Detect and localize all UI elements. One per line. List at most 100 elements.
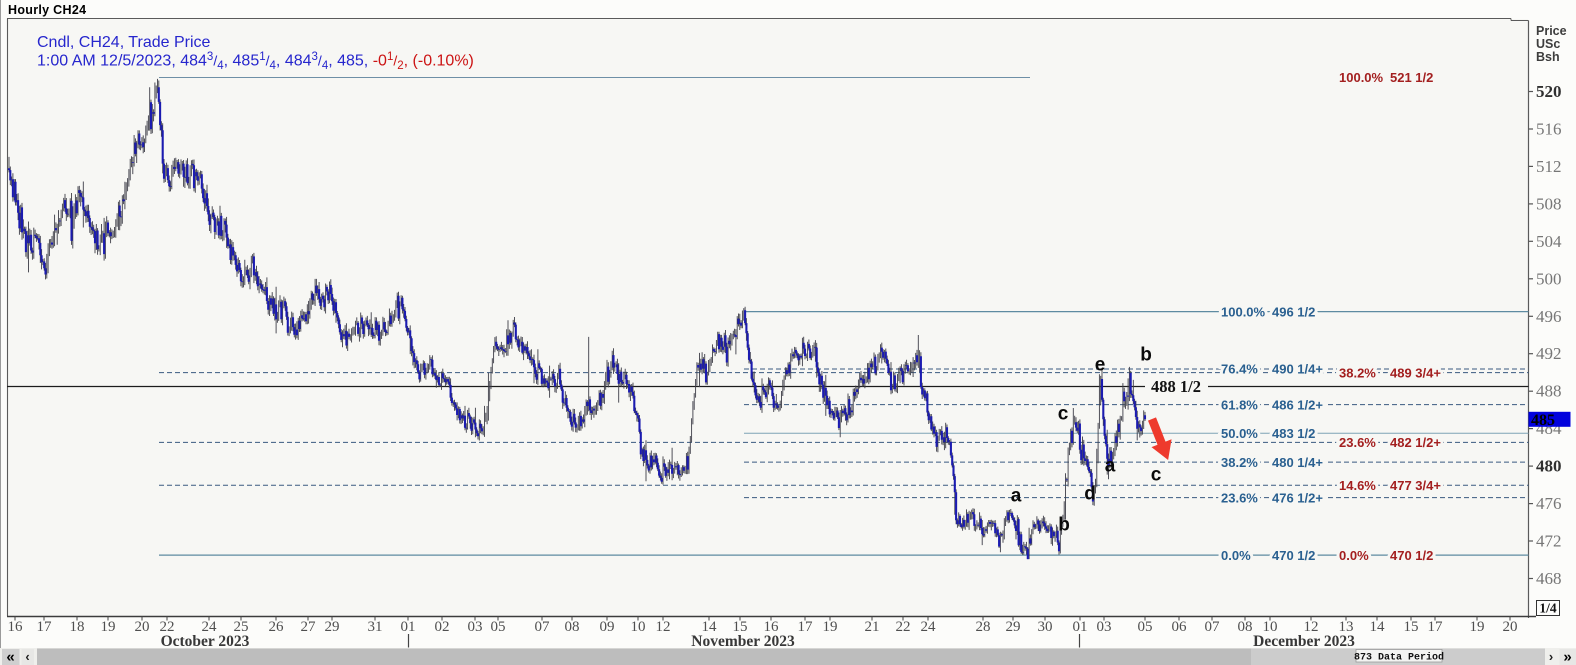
svg-text:512: 512	[1536, 157, 1562, 176]
svg-text:›: ›	[1549, 649, 1553, 664]
svg-text:07: 07	[1205, 619, 1221, 635]
svg-text:b: b	[1058, 515, 1070, 536]
svg-text:25: 25	[234, 619, 249, 635]
svg-text:17: 17	[37, 619, 53, 635]
svg-text:480 1/4+: 480 1/4+	[1272, 455, 1323, 470]
svg-text:500: 500	[1536, 269, 1562, 288]
svg-text:Hourly CH24: Hourly CH24	[8, 3, 86, 17]
svg-text:496: 496	[1536, 307, 1562, 326]
svg-text:470 1/2: 470 1/2	[1272, 548, 1315, 563]
svg-text:483 1/2: 483 1/2	[1272, 426, 1315, 441]
svg-text:486 1/2+: 486 1/2+	[1272, 397, 1323, 412]
svg-text:16: 16	[764, 619, 780, 635]
svg-text:05: 05	[1138, 619, 1153, 635]
svg-text:76.4%: 76.4%	[1221, 362, 1258, 377]
svg-text:d: d	[1084, 484, 1096, 505]
svg-text:0.0%: 0.0%	[1339, 548, 1369, 563]
svg-text:17: 17	[1428, 619, 1444, 635]
svg-text:520: 520	[1536, 82, 1562, 101]
svg-text:»: »	[1563, 649, 1571, 665]
svg-text:1:00 AM 12/5/2023, 4843/4​, 48: 1:00 AM 12/5/2023, 4843/4​, 4851/4​, 484…	[37, 51, 474, 72]
svg-text:16: 16	[8, 619, 24, 635]
svg-text:09: 09	[600, 619, 615, 635]
svg-text:October 2023: October 2023	[161, 633, 250, 650]
svg-text:20: 20	[135, 619, 150, 635]
svg-text:Cndl, CH24, Trade Price: Cndl, CH24, Trade Price	[37, 34, 211, 51]
svg-text:a: a	[1011, 486, 1022, 507]
svg-text:26: 26	[269, 619, 285, 635]
svg-text:07: 07	[535, 619, 551, 635]
svg-text:490 1/4+: 490 1/4+	[1272, 362, 1323, 377]
svg-text:«: «	[6, 649, 14, 665]
svg-text:28: 28	[976, 619, 991, 635]
svg-text:61.8%: 61.8%	[1221, 397, 1258, 412]
svg-text:38.2%: 38.2%	[1221, 455, 1258, 470]
svg-text:14: 14	[1370, 619, 1386, 635]
svg-text:24: 24	[202, 619, 218, 635]
svg-text:489 3/4+: 489 3/4+	[1390, 365, 1441, 380]
svg-text:480: 480	[1536, 457, 1562, 476]
svg-text:23.6%: 23.6%	[1339, 435, 1376, 450]
svg-text:06: 06	[1172, 619, 1188, 635]
svg-text:873 Data Period: 873 Data Period	[1354, 652, 1444, 664]
svg-text:01: 01	[1073, 619, 1088, 635]
svg-text:Price: Price	[1536, 24, 1567, 38]
svg-text:02: 02	[435, 619, 450, 635]
svg-text:15: 15	[733, 619, 748, 635]
svg-text:485: 485	[1531, 412, 1555, 429]
svg-text:24: 24	[921, 619, 937, 635]
svg-text:0.0%: 0.0%	[1221, 548, 1251, 563]
svg-text:19: 19	[823, 619, 838, 635]
svg-text:100.0%: 100.0%	[1221, 304, 1266, 319]
svg-text:15: 15	[1404, 619, 1419, 635]
svg-text:03: 03	[1097, 619, 1112, 635]
svg-text:14.6%: 14.6%	[1339, 478, 1376, 493]
svg-text:05: 05	[491, 619, 506, 635]
svg-text:20: 20	[1503, 619, 1518, 635]
svg-text:08: 08	[565, 619, 580, 635]
svg-text:508: 508	[1536, 194, 1562, 213]
svg-text:488: 488	[1536, 382, 1562, 401]
svg-text:10: 10	[631, 619, 646, 635]
svg-text:1/4: 1/4	[1539, 601, 1557, 616]
svg-text:521 1/2: 521 1/2	[1390, 70, 1433, 85]
svg-text:22: 22	[160, 619, 175, 635]
svg-text:27: 27	[301, 619, 317, 635]
svg-text:December 2023: December 2023	[1253, 633, 1355, 650]
svg-text:01: 01	[401, 619, 416, 635]
svg-text:10: 10	[1263, 619, 1278, 635]
svg-text:504: 504	[1536, 232, 1562, 251]
svg-text:30: 30	[1038, 619, 1053, 635]
svg-text:12: 12	[1304, 619, 1319, 635]
svg-text:29: 29	[1006, 619, 1021, 635]
svg-text:38.2%: 38.2%	[1339, 365, 1376, 380]
svg-text:477 3/4+: 477 3/4+	[1390, 478, 1441, 493]
svg-text:50.0%: 50.0%	[1221, 426, 1258, 441]
svg-text:516: 516	[1536, 120, 1562, 139]
svg-text:19: 19	[1470, 619, 1485, 635]
svg-text:e: e	[1095, 355, 1106, 376]
svg-text:492: 492	[1536, 344, 1562, 363]
svg-text:c: c	[1151, 465, 1162, 486]
svg-text:482 1/2+: 482 1/2+	[1390, 435, 1441, 450]
svg-text:03: 03	[468, 619, 483, 635]
svg-text:November 2023: November 2023	[691, 633, 795, 650]
svg-text:14: 14	[702, 619, 718, 635]
svg-text:476: 476	[1536, 494, 1562, 513]
svg-text:470 1/2: 470 1/2	[1390, 548, 1433, 563]
svg-text:b: b	[1140, 345, 1152, 366]
svg-text:21: 21	[865, 619, 880, 635]
svg-text:23.6%: 23.6%	[1221, 490, 1258, 505]
svg-text:100.0%: 100.0%	[1339, 70, 1384, 85]
svg-text:472: 472	[1536, 532, 1562, 551]
svg-text:c: c	[1058, 404, 1069, 425]
svg-text:08: 08	[1238, 619, 1253, 635]
svg-text:USc: USc	[1536, 37, 1560, 51]
svg-text:31: 31	[368, 619, 383, 635]
svg-text:a: a	[1105, 456, 1116, 477]
svg-text:19: 19	[101, 619, 116, 635]
svg-text:13: 13	[1339, 619, 1354, 635]
svg-text:17: 17	[798, 619, 814, 635]
svg-text:18: 18	[70, 619, 85, 635]
svg-text:29: 29	[325, 619, 340, 635]
